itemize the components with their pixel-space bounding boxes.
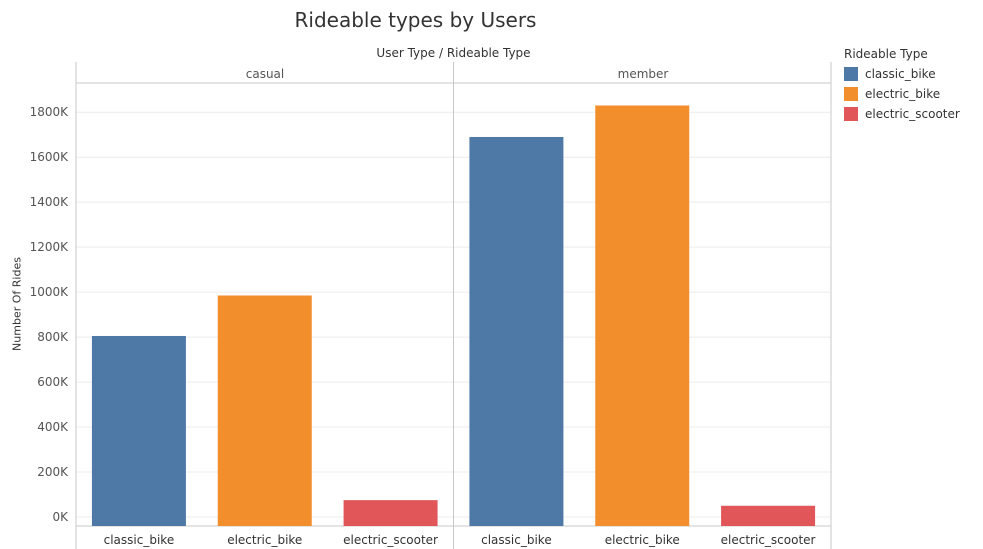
x-category-label: electric_scooter (721, 533, 816, 547)
y-tick-label: 1600K (30, 150, 70, 164)
bars (91, 105, 816, 527)
legend-swatch (844, 107, 858, 121)
x-category-label: electric_bike (605, 533, 680, 547)
x-category-label: electric_scooter (343, 533, 438, 547)
bar-casual-electric-bike[interactable] (217, 295, 312, 526)
legend-item-classic-bike[interactable]: classic_bike (844, 64, 960, 84)
x-category-label: electric_bike (227, 533, 302, 547)
legend-item-electric-bike[interactable]: electric_bike (844, 84, 960, 104)
x-axis: classic_bike electric_bike electric_scoote… (104, 533, 816, 547)
pane-label-member: member (617, 67, 669, 81)
column-header-title: User Type / Rideable Type (376, 46, 531, 60)
legend-title: Rideable Type (844, 47, 928, 61)
legend-item-electric-scooter[interactable]: electric_scooter (844, 104, 960, 124)
y-tick-label: 600K (37, 375, 69, 389)
y-tick-label: 1400K (30, 195, 70, 209)
legend-swatch (844, 87, 858, 101)
pane-label-casual: casual (245, 67, 285, 81)
bar-casual-electric-scooter[interactable] (343, 500, 438, 526)
x-category-label: classic_bike (104, 533, 175, 547)
legend-label: classic_bike (865, 67, 936, 81)
bar-member-electric-bike[interactable] (595, 105, 690, 527)
y-tick-label: 1200K (30, 240, 70, 254)
y-tick-label: 1000K (30, 285, 70, 299)
chart-title: Rideable types by Users (294, 8, 537, 32)
legend-label: electric_scooter (865, 107, 960, 121)
y-tick-label: 200K (37, 465, 69, 479)
legend-label: electric_bike (865, 87, 941, 101)
x-category-label: classic_bike (481, 533, 552, 547)
y-tick-label: 1800K (30, 105, 70, 119)
bar-member-electric-scooter[interactable] (721, 505, 816, 526)
y-tick-label: 0K (52, 510, 69, 524)
bar-casual-classic-bike[interactable] (91, 335, 186, 526)
y-tick-label: 800K (37, 330, 69, 344)
y-axis: 0K 200K 400K 600K 800K 1000K 1200K 1400K 1600K 18… (30, 105, 70, 524)
legend-swatch (844, 67, 858, 81)
y-tick-label: 400K (37, 420, 69, 434)
legend: Rideable Type classic_bike electric_bike… (844, 47, 960, 124)
chart-frame (75, 62, 832, 549)
bar-member-classic-bike[interactable] (469, 136, 564, 526)
